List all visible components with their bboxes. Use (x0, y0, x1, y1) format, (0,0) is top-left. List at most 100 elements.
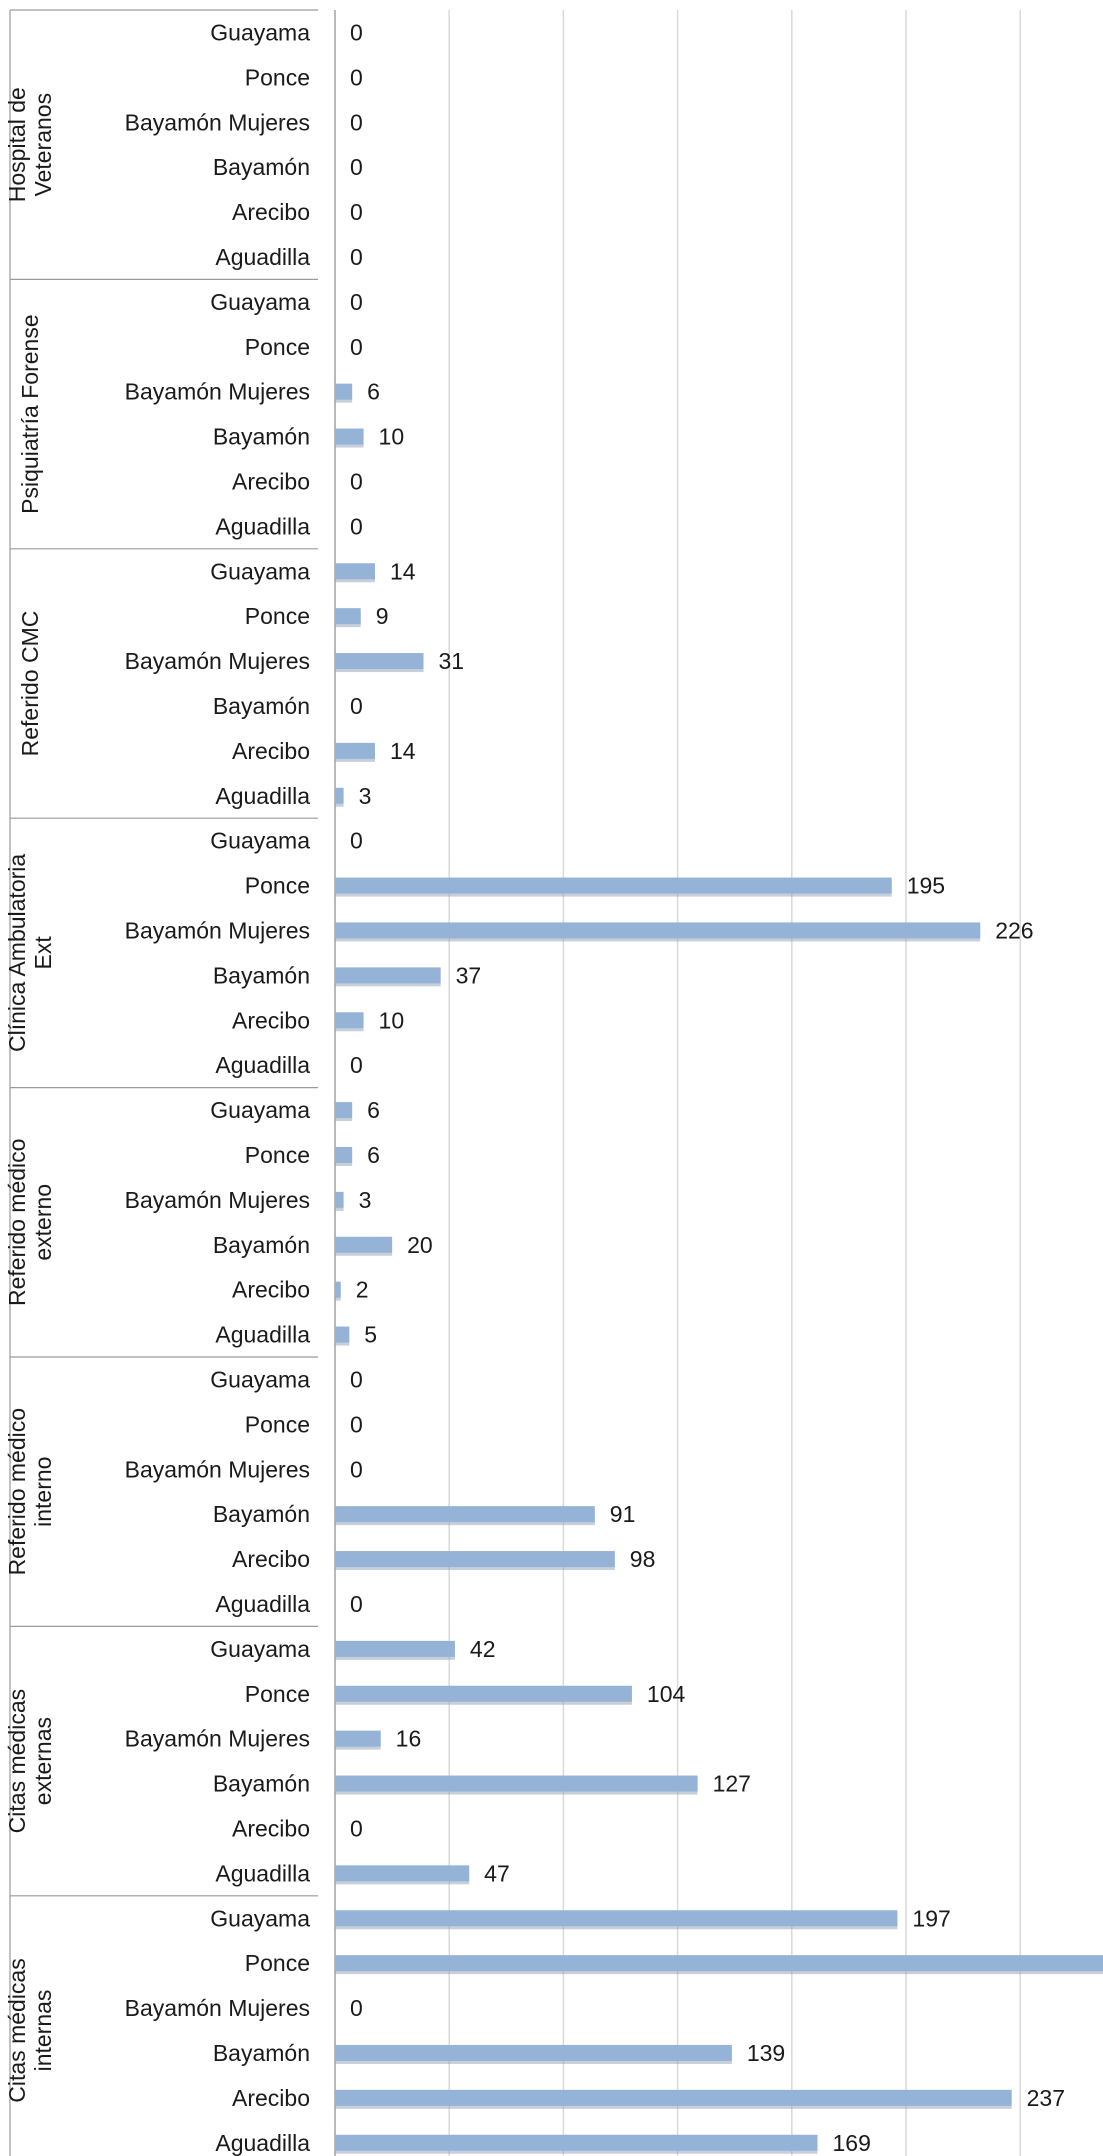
data-label: 14 (390, 558, 416, 584)
data-label: 0 (350, 1456, 363, 1482)
category-label: Bayamón Mujeres (125, 648, 310, 674)
category-label: Aguadilla (215, 1052, 310, 1078)
data-label: 0 (350, 693, 363, 719)
data-label: 0 (350, 244, 363, 270)
data-label: 0 (350, 1052, 363, 1078)
data-label: 42 (470, 1636, 496, 1662)
bar (335, 742, 375, 759)
category-label: Ponce (245, 334, 310, 360)
data-label: 2 (356, 1277, 369, 1303)
data-label: 0 (350, 19, 363, 45)
bar (335, 922, 981, 939)
bar (335, 1326, 350, 1343)
data-label: 0 (350, 1366, 363, 1392)
data-label: 31 (439, 648, 465, 674)
bar (335, 787, 344, 804)
data-label: 0 (350, 1591, 363, 1617)
bar (335, 1281, 341, 1298)
data-label: 0 (350, 468, 363, 494)
bar (335, 1730, 381, 1747)
data-label: 0 (350, 154, 363, 180)
data-label: 104 (647, 1681, 686, 1707)
bar (335, 877, 892, 894)
category-label: Ponce (245, 1950, 310, 1976)
bar (335, 967, 441, 984)
data-label: 91 (610, 1501, 636, 1527)
data-label: 0 (350, 828, 363, 854)
bar (335, 1955, 1103, 1972)
category-label: Aguadilla (215, 513, 310, 539)
bar (335, 1012, 364, 1029)
group-separators (9, 9, 336, 2156)
category-label: Arecibo (232, 1546, 310, 1572)
category-label: Bayamón Mujeres (125, 917, 310, 943)
data-label: 3 (359, 1187, 372, 1213)
bar (335, 2134, 818, 2151)
category-label: Bayamón Mujeres (125, 1456, 310, 1482)
bar (335, 2044, 732, 2061)
category-label: Arecibo (232, 199, 310, 225)
bar (335, 2089, 1012, 2106)
data-label: 37 (456, 962, 482, 988)
group-label: Referido CMC (17, 611, 43, 757)
category-label: Bayamón (213, 1501, 310, 1527)
bar (335, 1146, 353, 1163)
bar (335, 1191, 344, 1208)
bar (335, 1910, 898, 1927)
bar (335, 428, 364, 445)
bar (335, 1865, 470, 1882)
data-label: 10 (379, 1007, 405, 1033)
category-label: Ponce (245, 64, 310, 90)
bar (335, 1506, 595, 1523)
category-label: Arecibo (232, 1007, 310, 1033)
data-label: 14 (390, 738, 416, 764)
group-label: Hospital deVeteranos (4, 87, 56, 202)
data-label: 0 (350, 289, 363, 315)
category-label: Guayama (210, 19, 310, 45)
category-label: Bayamón (213, 2040, 310, 2066)
data-label: 98 (630, 1546, 656, 1572)
data-label: 5 (364, 1322, 377, 1348)
data-label: 139 (747, 2040, 785, 2066)
bar (335, 383, 353, 400)
category-label: Arecibo (232, 468, 310, 494)
category-label: Guayama (210, 1097, 310, 1123)
category-label: Bayamón (213, 154, 310, 180)
category-label: Bayamón (213, 1232, 310, 1258)
data-label: 197 (912, 1905, 950, 1931)
data-label: 3 (359, 783, 372, 809)
category-label: Guayama (210, 289, 310, 315)
category-label: Bayamón (213, 424, 310, 450)
category-label: Guayama (210, 1905, 310, 1931)
category-label: Aguadilla (215, 1860, 310, 1886)
data-label: 9 (376, 603, 389, 629)
bars (335, 383, 1103, 2154)
category-label: Bayamón Mujeres (125, 1726, 310, 1752)
category-label: Ponce (245, 603, 310, 629)
data-label: 127 (713, 1771, 751, 1797)
data-label: 6 (367, 1142, 380, 1168)
category-label: Bayamón (213, 1771, 310, 1797)
category-label: Bayamón Mujeres (125, 109, 310, 135)
category-label: Ponce (245, 1681, 310, 1707)
category-label: Bayamón Mujeres (125, 1995, 310, 2021)
bar (335, 1640, 455, 1657)
data-label: 0 (350, 1815, 363, 1841)
category-label: Arecibo (232, 2085, 310, 2111)
category-label: Aguadilla (215, 1591, 310, 1617)
bar (335, 1551, 615, 1568)
group-label: Clínica AmbulatoriaExt (4, 854, 56, 1052)
category-label: Aguadilla (215, 2130, 310, 2156)
data-label: 6 (367, 1097, 380, 1123)
category-label: Ponce (245, 1142, 310, 1168)
category-label: Ponce (245, 1411, 310, 1437)
category-label: Aguadilla (215, 1322, 310, 1348)
category-label: Aguadilla (215, 244, 310, 270)
category-label: Arecibo (232, 1277, 310, 1303)
category-label: Bayamón (213, 693, 310, 719)
data-label: 0 (350, 1995, 363, 2021)
bar (335, 1236, 393, 1253)
category-label: Guayama (210, 558, 310, 584)
category-label: Guayama (210, 828, 310, 854)
